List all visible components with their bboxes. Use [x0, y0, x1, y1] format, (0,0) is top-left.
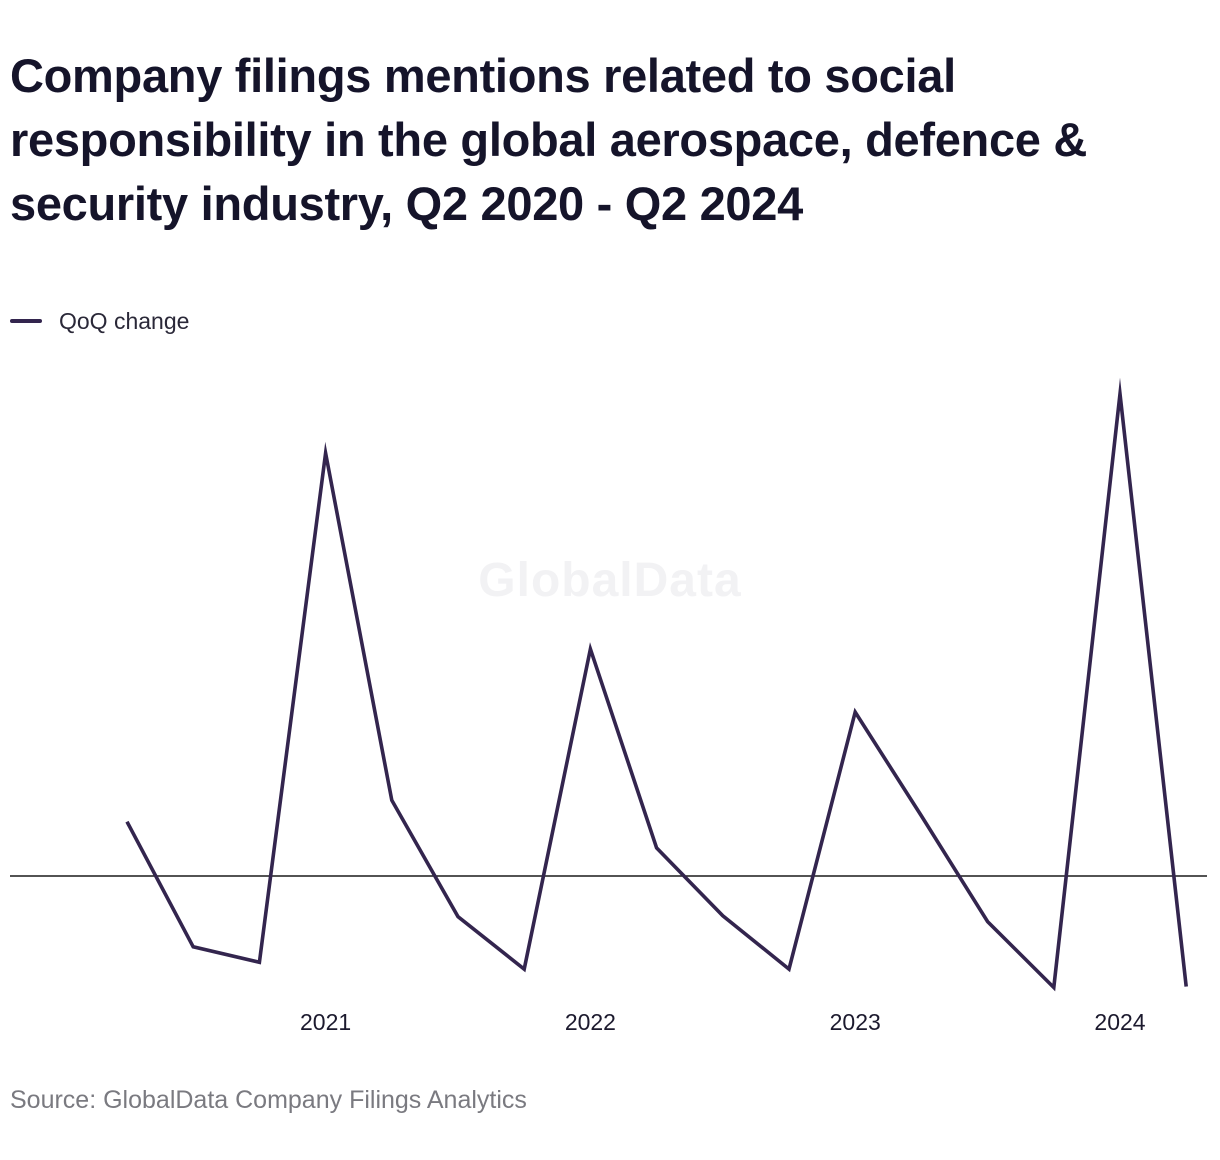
- data-point-q2-2023: [919, 814, 923, 818]
- data-point-q3-2022: [721, 914, 725, 918]
- data-point-q3-2020: [191, 945, 195, 949]
- source-note: Source: GlobalData Company Filings Analy…: [10, 1086, 527, 1114]
- data-point-q4-2020: [257, 960, 261, 964]
- data-point-q4-2023: [1052, 986, 1056, 990]
- data-point-q1-2021: [324, 451, 328, 455]
- data-point-q4-2021: [522, 967, 526, 971]
- data-point-q2-2020: [125, 820, 129, 824]
- data-point-q2-2022: [655, 846, 659, 850]
- data-point-q3-2023: [986, 920, 990, 924]
- series-line-qoq-change: [125, 377, 1188, 992]
- data-point-q1-2023: [853, 710, 857, 714]
- legend-label: QoQ change: [59, 307, 190, 334]
- data-point-q1-2022: [588, 647, 592, 651]
- data-point-q3-2021: [456, 915, 460, 919]
- x-tick-label-2024: 2024: [1094, 1009, 1145, 1035]
- data-point-q1-2024: [1118, 392, 1122, 396]
- data-point-q2-2024: [1184, 985, 1188, 989]
- data-point-q4-2022: [787, 967, 791, 971]
- chart-title: Company filings mentions related to soci…: [10, 49, 1088, 230]
- chart-plot-area: 2021 2022 2023 2024: [10, 377, 1207, 1035]
- legend-swatch: [10, 319, 42, 323]
- x-tick-label-2022: 2022: [565, 1009, 616, 1035]
- data-point-q2-2021: [390, 798, 394, 802]
- x-tick-label-2023: 2023: [830, 1009, 881, 1035]
- legend: QoQ change: [10, 306, 189, 336]
- watermark: GlobalData: [478, 554, 742, 607]
- x-tick-label-2021: 2021: [300, 1009, 351, 1035]
